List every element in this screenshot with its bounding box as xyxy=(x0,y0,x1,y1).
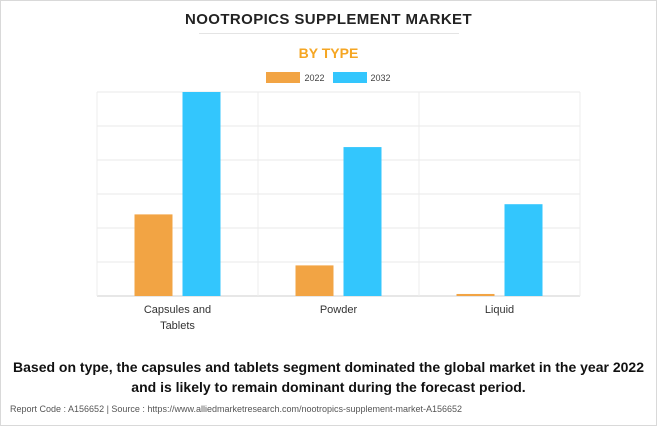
legend-swatch-2032 xyxy=(332,72,367,83)
title-divider xyxy=(199,33,459,34)
legend-item-2022[interactable]: 2022 xyxy=(266,72,325,83)
x-tick-label-liquid: Liquid xyxy=(485,304,514,316)
bar-2022-liquid xyxy=(456,293,495,296)
bar-chart: Capsules and Tablets Powder Liquid xyxy=(96,91,581,332)
bar-2032-powder xyxy=(343,147,382,296)
footer-source: Report Code : A156652 | Source : https:/… xyxy=(10,404,463,414)
x-tick-label-capsules-and-tablets: Capsules and Tablets xyxy=(144,304,211,332)
legend-item-2032[interactable]: 2032 xyxy=(332,72,391,83)
legend: 2022 2032 xyxy=(0,72,657,83)
legend-label-2022: 2022 xyxy=(304,72,325,83)
x-tick-label-powder: Powder xyxy=(320,304,358,316)
chart-title: NOOTROPICS SUPPLEMENT MARKET xyxy=(184,11,473,28)
legend-swatch-2022 xyxy=(266,72,301,83)
bar-2022-capsules-and-tablets xyxy=(134,214,173,296)
caption: Based on type, the capsules and tablets … xyxy=(13,359,644,395)
bar-2032-liquid xyxy=(504,204,543,296)
bar-2032-capsules-and-tablets xyxy=(182,92,221,296)
bar-2022-powder xyxy=(295,265,334,296)
chart-subtitle: BY TYPE xyxy=(298,45,359,61)
legend-label-2032: 2032 xyxy=(370,72,391,83)
